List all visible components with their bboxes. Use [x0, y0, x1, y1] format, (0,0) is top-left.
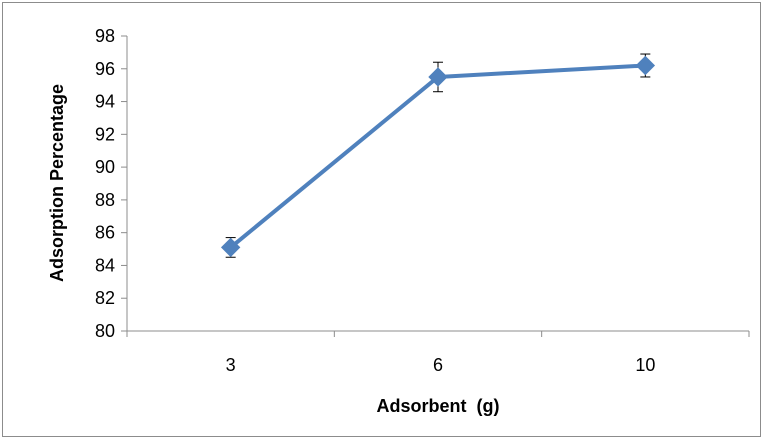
- axes: [126, 36, 749, 332]
- y-ticks: 80 82 84 86 88 90 92 94 96 98: [95, 26, 127, 341]
- x-tick-label: 6: [433, 355, 443, 375]
- x-tick-label: 3: [226, 355, 236, 375]
- x-axis-title: Adsorbent (g): [377, 396, 500, 416]
- y-tick-label: 90: [95, 157, 115, 177]
- y-tick-label: 96: [95, 59, 115, 79]
- y-axis-title: Adsorption Percentage: [47, 84, 67, 282]
- y-tick-label: 98: [95, 26, 115, 46]
- data-point-marker: [220, 237, 241, 258]
- data-point-marker: [635, 55, 656, 76]
- chart-frame: [2, 2, 761, 437]
- x-tick-label: 10: [635, 355, 655, 375]
- y-tick-label: 82: [95, 288, 115, 308]
- series: [220, 53, 656, 258]
- y-tick-label: 94: [95, 92, 115, 112]
- y-tick-label: 84: [95, 255, 115, 275]
- x-ticks: 3 6 10: [126, 331, 750, 375]
- y-tick-label: 80: [95, 321, 115, 341]
- data-point-marker: [428, 67, 448, 87]
- y-tick-label: 86: [95, 223, 115, 243]
- y-tick-label: 92: [95, 124, 115, 144]
- series-line: [229, 63, 646, 249]
- y-tick-label: 88: [95, 190, 115, 210]
